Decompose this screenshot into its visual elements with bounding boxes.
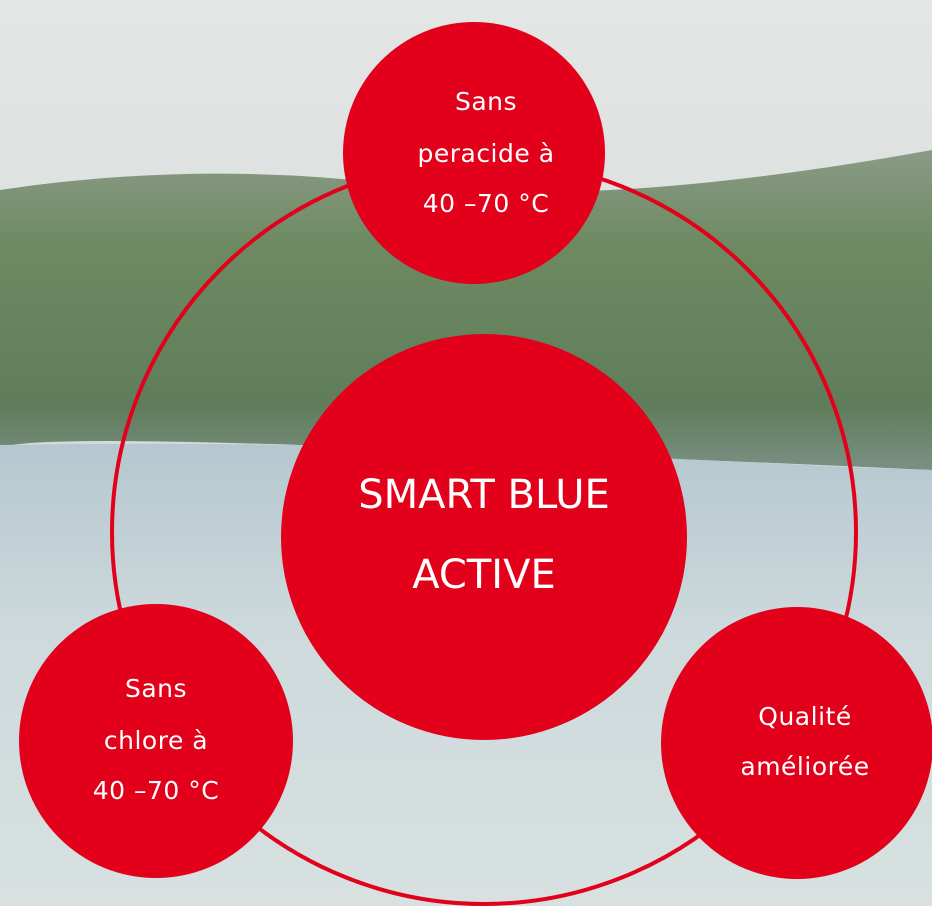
node-label: peracide à bbox=[417, 139, 554, 168]
node-label: Qualité bbox=[758, 702, 851, 731]
center-circle: SMART BLUE ACTIVE bbox=[281, 334, 687, 740]
page: SMART BLUE ACTIVE Sans peracide à 40 –70… bbox=[0, 0, 932, 906]
node-right: Qualité améliorée bbox=[661, 607, 932, 879]
node-label: 40 –70 °C bbox=[423, 189, 549, 218]
diagram: SMART BLUE ACTIVE Sans peracide à 40 –70… bbox=[0, 0, 932, 906]
center-label: SMART BLUE bbox=[358, 472, 610, 518]
node-label: Sans bbox=[125, 674, 187, 703]
center-label: ACTIVE bbox=[412, 552, 555, 598]
node-label: améliorée bbox=[740, 752, 869, 781]
node-label: 40 –70 °C bbox=[93, 776, 219, 805]
node-top: Sans peracide à 40 –70 °C bbox=[343, 22, 605, 284]
node-label: chlore à bbox=[104, 726, 208, 755]
node-left: Sans chlore à 40 –70 °C bbox=[19, 604, 293, 878]
node-label: Sans bbox=[455, 87, 517, 116]
